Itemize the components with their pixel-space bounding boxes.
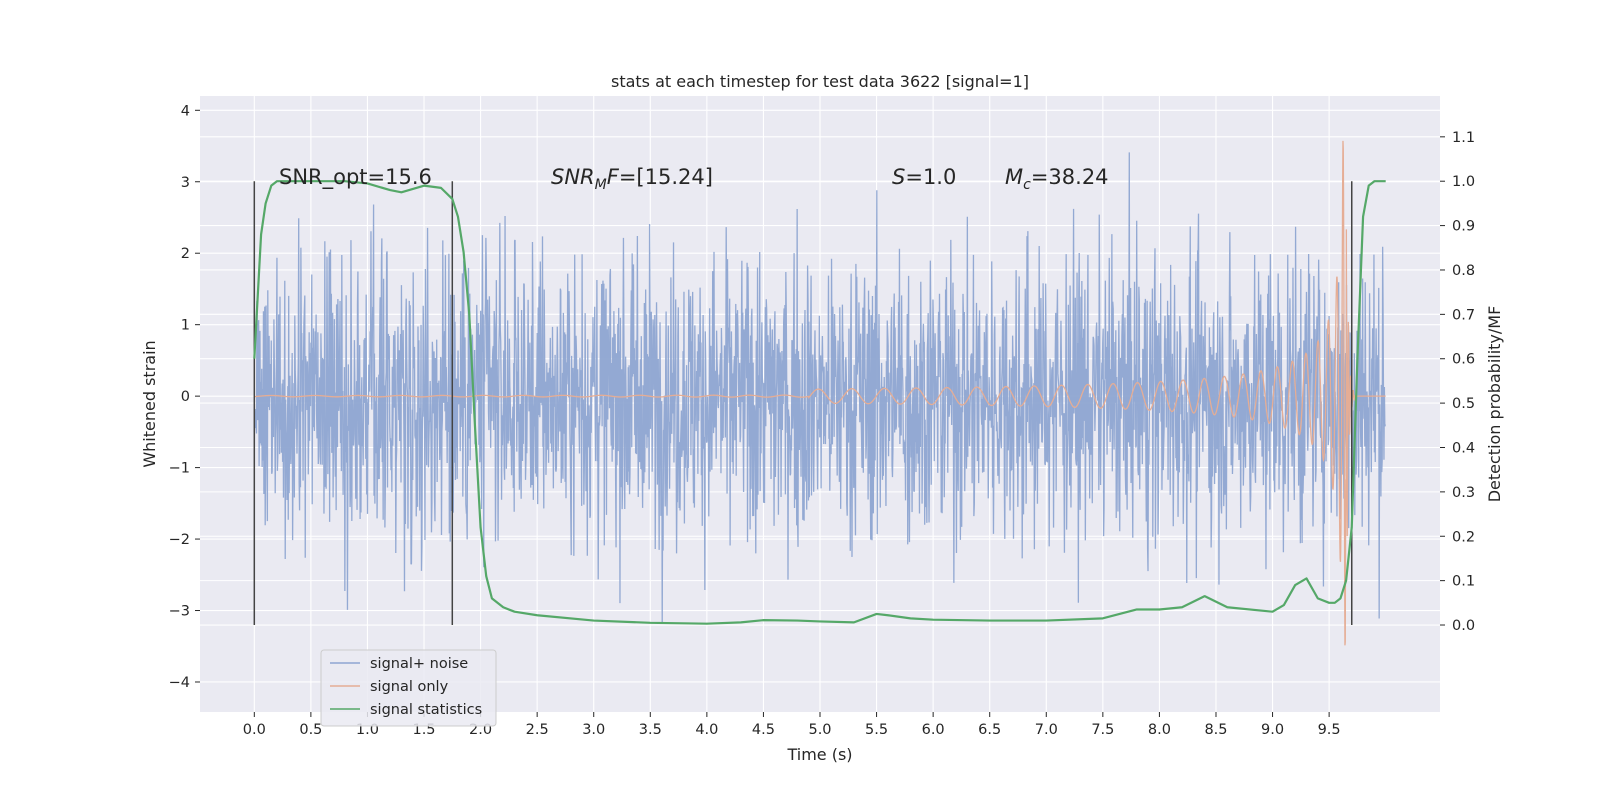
signal-statistics-series (253, 180, 1386, 625)
x-tick-label: 5.5 (865, 722, 888, 738)
y-tick-label: 1 (181, 318, 190, 334)
x-tick-label: 6.5 (978, 722, 1001, 738)
signal-only-line (254, 140, 1386, 646)
x-tick-label: 6.0 (922, 722, 945, 738)
legend-label-statistics: signal statistics (370, 702, 482, 718)
x-tick-label: 4.0 (695, 722, 718, 738)
y-tick-label: 3 (181, 175, 190, 191)
x-tick-label: 4.5 (752, 722, 775, 738)
y2-tick-label: 0.1 (1452, 574, 1475, 590)
legend-label-signal: signal only (370, 679, 449, 695)
x-tick-label: 3.5 (639, 722, 662, 738)
y2-tick-label: 0.5 (1452, 396, 1475, 412)
y2-axis-label: Detection probability/MF (1485, 306, 1504, 503)
y2-tick-label: 0.9 (1452, 219, 1475, 235)
x-tick-label: 2.5 (526, 722, 549, 738)
x-axis-ticks: 0.0 0.5 1.0 1.5 2.0 2.5 3.0 3.5 4.0 4.5 5.0 5.5 6.0 6… (243, 712, 1341, 738)
y-axis-label: Whitened strain (140, 340, 159, 467)
annotation-mc: Mc=38.24 (1005, 165, 1109, 193)
signal-plus-noise-line (253, 152, 1386, 624)
y2-tick-label: 1.1 (1452, 130, 1475, 146)
y2-tick-label: 0.4 (1452, 440, 1475, 456)
chart-title: stats at each timestep for test data 362… (611, 72, 1029, 91)
annotations: SNR_opt=15.6 SNRMF=[15.24] S=1.0 Mc=38.2… (279, 165, 1109, 193)
legend: signal+ noise signal only signal statist… (320, 649, 497, 727)
y-tick-label: 4 (181, 103, 190, 119)
signal-statistics-line (253, 180, 1386, 625)
x-tick-label: 8.0 (1148, 722, 1171, 738)
y2-tick-label: 0.7 (1452, 307, 1475, 323)
legend-label-noise: signal+ noise (370, 656, 468, 672)
annotation-s: S=1.0 (892, 165, 956, 189)
annotation-snr-mf: SNRMF=[15.24] (551, 165, 713, 193)
x-tick-label: 7.5 (1091, 722, 1114, 738)
y-tick-label: −1 (169, 461, 190, 477)
y-tick-label: 2 (181, 246, 190, 262)
y-axis-ticks: −4 −3 −2 −1 0 1 2 3 4 (169, 103, 200, 691)
x-axis-label: Time (s) (786, 745, 852, 764)
y2-tick-label: 1.0 (1452, 174, 1475, 190)
y2-tick-label: 0.3 (1452, 485, 1475, 501)
y-tick-label: 0 (181, 389, 190, 405)
y2-tick-label: 0.6 (1452, 352, 1475, 368)
x-tick-label: 8.5 (1204, 722, 1227, 738)
signal-only-series (254, 140, 1386, 646)
y2-axis-ticks: 0.0 0.1 0.2 0.3 0.4 0.5 0.6 0.7 0.8 0.9 1.0 1.1 (1440, 130, 1475, 634)
legend-box (320, 649, 497, 727)
x-tick-label: 3.0 (582, 722, 605, 738)
y2-tick-label: 0.8 (1452, 263, 1475, 279)
x-tick-label: 9.0 (1261, 722, 1284, 738)
x-tick-label: 9.5 (1318, 722, 1341, 738)
y2-tick-label: 0.2 (1452, 529, 1475, 545)
x-tick-label: 5.0 (808, 722, 831, 738)
y-tick-label: −3 (169, 604, 190, 620)
x-tick-label: 0.0 (243, 722, 266, 738)
annotation-snr-opt: SNR_opt=15.6 (279, 165, 432, 190)
x-tick-label: 7.0 (1035, 722, 1058, 738)
signal-plus-noise-series (253, 152, 1386, 624)
y-tick-label: −2 (169, 532, 190, 548)
x-tick-label: 0.5 (299, 722, 322, 738)
y-tick-label: −4 (169, 675, 190, 691)
y2-tick-label: 0.0 (1452, 618, 1475, 634)
window-markers (253, 181, 1353, 626)
